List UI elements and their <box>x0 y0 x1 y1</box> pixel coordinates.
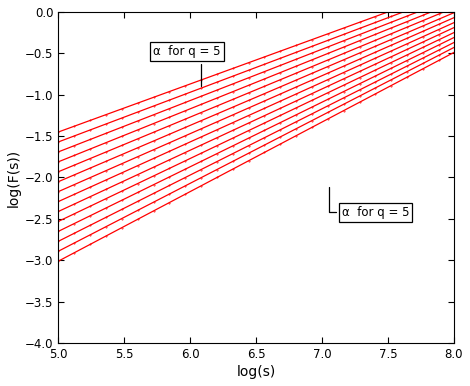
Text: α  for q = 5: α for q = 5 <box>153 45 221 86</box>
X-axis label: log(s): log(s) <box>236 365 276 379</box>
Y-axis label: log(F(s)): log(F(s)) <box>7 149 21 207</box>
Text: α  for q = 5: α for q = 5 <box>329 187 409 219</box>
